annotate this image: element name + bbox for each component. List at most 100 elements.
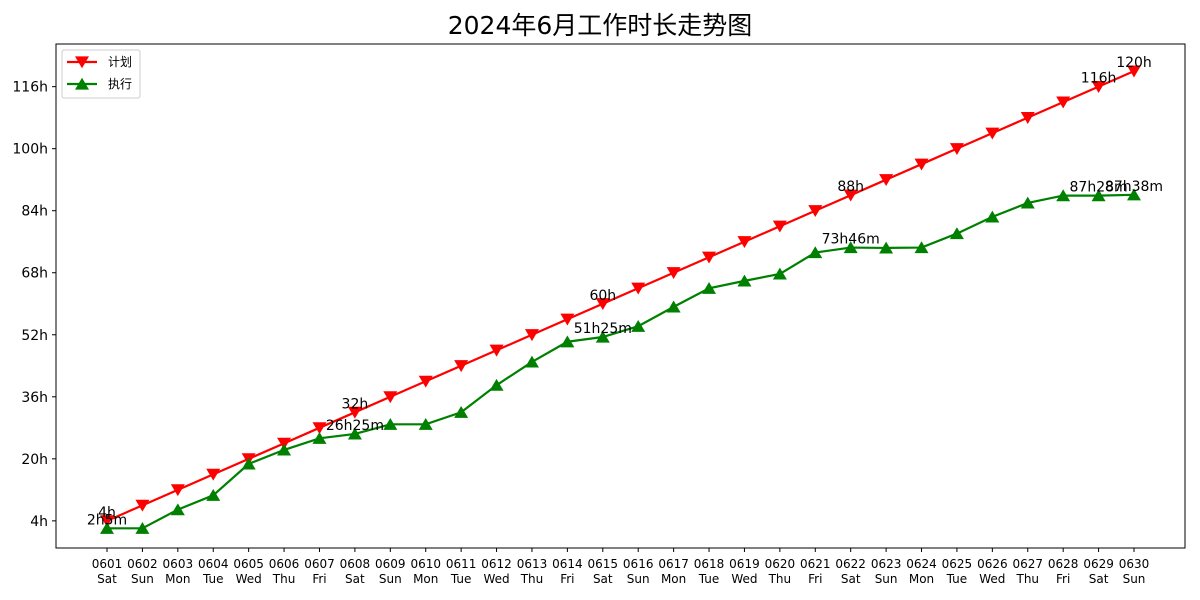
- x-tick-label-date: 0603: [163, 557, 194, 571]
- data-label: 4h: [98, 505, 116, 521]
- x-tick-label-date: 0609: [375, 557, 406, 571]
- x-tick-label-date: 0622: [835, 557, 866, 571]
- data-point: [1091, 189, 1106, 202]
- x-tick-label-weekday: Sat: [841, 572, 861, 586]
- x-tick-label-weekday: Thu: [1015, 572, 1039, 586]
- x-tick-label-date: 0620: [765, 557, 796, 571]
- data-point: [595, 298, 610, 311]
- x-tick-label-weekday: Sat: [1089, 572, 1109, 586]
- data-label: 87h38m: [1105, 179, 1163, 195]
- data-point: [489, 378, 504, 391]
- x-tick-label-date: 0604: [198, 557, 229, 571]
- series-line-1: [107, 193, 1135, 530]
- x-tick-label-date: 0615: [588, 557, 619, 571]
- x-tick-label-weekday: Tue: [202, 572, 224, 586]
- x-tick-label-date: 0626: [977, 557, 1008, 571]
- x-tick-label-weekday: Tue: [946, 572, 968, 586]
- x-tick-label-weekday: Fri: [312, 572, 326, 586]
- data-point: [524, 355, 539, 368]
- y-tick-label: 84h: [21, 204, 48, 220]
- x-tick-label-date: 0629: [1083, 557, 1114, 571]
- legend-swatch-marker: [75, 56, 89, 69]
- y-tick-label: 100h: [12, 142, 48, 158]
- x-tick-label-weekday: Sat: [593, 572, 613, 586]
- x-tick-label-date: 0606: [269, 557, 300, 571]
- data-point: [1056, 96, 1071, 109]
- x-tick-label-weekday: Sun: [131, 572, 154, 586]
- x-tick-label-date: 0601: [92, 557, 123, 571]
- data-point: [206, 468, 221, 481]
- data-point: [843, 189, 858, 202]
- x-tick-label-weekday: Mon: [165, 572, 190, 586]
- data-point: [666, 300, 681, 313]
- data-point: [418, 375, 433, 388]
- x-tick-label-weekday: Sun: [1123, 572, 1146, 586]
- data-point: [879, 241, 894, 254]
- data-point: [454, 360, 469, 373]
- data-point: [808, 205, 823, 218]
- data-label: 120h: [1116, 55, 1152, 71]
- x-tick-label-weekday: Thu: [520, 572, 544, 586]
- y-tick-label: 68h: [21, 266, 48, 282]
- data-label: 51h25m: [574, 321, 632, 337]
- x-tick-label-date: 0619: [729, 557, 760, 571]
- data-point: [914, 158, 929, 171]
- data-point: [206, 488, 221, 501]
- x-tick-label-weekday: Mon: [413, 572, 438, 586]
- data-point: [1056, 189, 1071, 202]
- x-tick-label-date: 0602: [127, 557, 158, 571]
- data-point: [772, 267, 787, 280]
- x-tick-label-weekday: Sun: [875, 572, 898, 586]
- data-point: [1020, 112, 1035, 124]
- x-tick-label-date: 0607: [304, 557, 335, 571]
- data-point: [560, 313, 575, 326]
- data-point: [737, 274, 752, 287]
- x-tick-label-weekday: Thu: [768, 572, 792, 586]
- data-point: [347, 406, 362, 419]
- legend-label: 执行: [108, 77, 132, 91]
- data-point: [524, 329, 539, 342]
- x-tick-label-date: 0614: [552, 557, 583, 571]
- data-point: [949, 227, 964, 240]
- data-point: [312, 431, 327, 444]
- data-point: [100, 515, 114, 528]
- y-tick-label: 20h: [21, 452, 48, 468]
- x-tick-label-weekday: Wed: [236, 572, 262, 586]
- data-label: 26h25m: [326, 418, 384, 434]
- data-label: 116h: [1081, 71, 1117, 87]
- data-point: [914, 241, 929, 254]
- data-point: [879, 174, 894, 186]
- data-point: [1127, 65, 1141, 78]
- data-label: 32h: [342, 396, 369, 412]
- x-tick-label-weekday: Thu: [272, 572, 296, 586]
- data-point: [808, 246, 823, 259]
- legend-label: 计划: [108, 55, 132, 69]
- y-tick-label: 36h: [21, 390, 48, 406]
- x-tick-label-weekday: Wed: [483, 572, 509, 586]
- data-point: [737, 236, 752, 249]
- data-point: [241, 457, 256, 470]
- data-label: 60h: [589, 288, 616, 304]
- x-tick-label-weekday: Mon: [661, 572, 686, 586]
- data-point: [383, 391, 398, 404]
- data-point: [843, 241, 858, 254]
- data-point: [383, 418, 398, 430]
- data-point: [949, 143, 964, 155]
- legend-swatch-marker: [75, 77, 89, 90]
- data-point: [1091, 81, 1106, 93]
- y-tick-label: 52h: [21, 328, 48, 344]
- y-tick-label: 4h: [30, 514, 48, 530]
- data-label: 87h28m: [1070, 180, 1128, 196]
- chart-title: 2024年6月工作时长走势图: [447, 11, 753, 40]
- data-point: [1127, 188, 1141, 201]
- data-point: [985, 127, 1000, 140]
- x-tick-label-weekday: Sun: [627, 572, 650, 586]
- x-tick-label-weekday: Wed: [731, 572, 757, 586]
- data-label: 73h46m: [822, 232, 880, 248]
- x-tick-label-weekday: Sat: [345, 572, 365, 586]
- data-point: [985, 210, 1000, 223]
- data-point: [702, 281, 717, 294]
- x-tick-label-weekday: Tue: [450, 572, 472, 586]
